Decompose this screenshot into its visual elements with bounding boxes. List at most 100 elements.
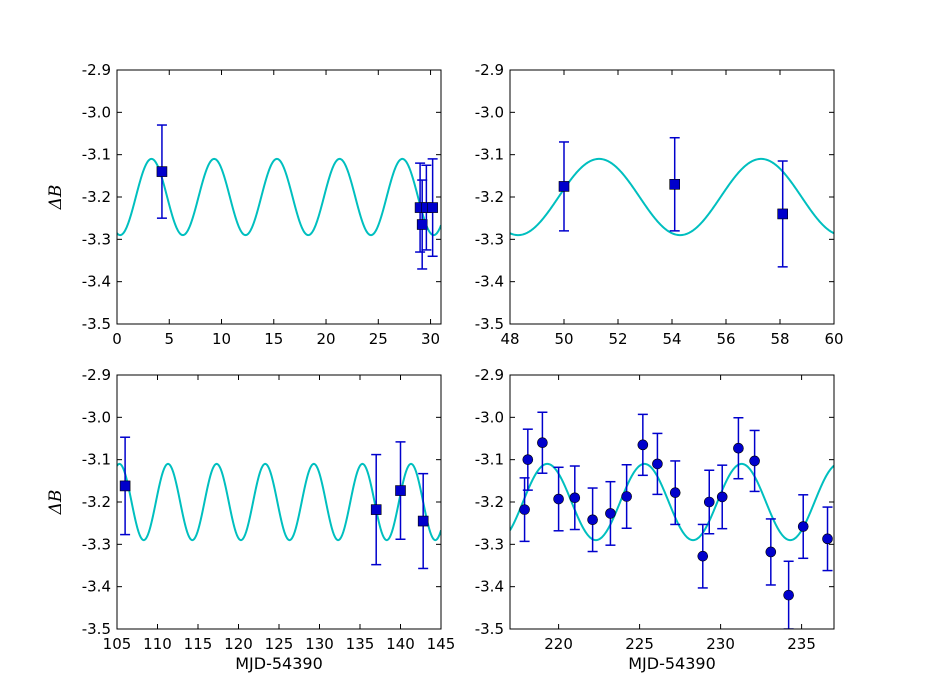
y-tick-label: -3.5 — [475, 620, 504, 638]
y-tick-label: -2.9 — [82, 366, 111, 384]
model-curve — [117, 462, 441, 542]
axes-frame — [116, 69, 442, 325]
panel-xlabel: MJD-54390 — [628, 654, 716, 673]
data-point — [587, 514, 598, 526]
data-point — [703, 496, 715, 508]
data-point — [783, 589, 794, 601]
y-tick-label: -3.2 — [82, 493, 111, 511]
x-tick-label: 145 — [427, 635, 456, 653]
data-point — [733, 442, 744, 454]
x-tick-label: 5 — [164, 330, 174, 348]
x-tick-label: 135 — [346, 635, 375, 653]
data-point — [119, 480, 131, 492]
data-points — [558, 136, 789, 268]
data-point — [652, 458, 663, 470]
x-tick-label: 125 — [265, 635, 294, 653]
y-tick-label: -3.2 — [475, 188, 504, 206]
y-tick-label: -2.9 — [475, 366, 504, 384]
y-tick-label: -3.3 — [82, 535, 111, 553]
x-tick-label: 220 — [544, 635, 573, 653]
y-tick-label: -3.1 — [82, 451, 111, 469]
data-point — [522, 454, 534, 465]
data-point — [156, 166, 168, 177]
x-tick-label: 15 — [264, 330, 283, 348]
x-tick-label: 235 — [787, 635, 816, 653]
x-tick-label: 58 — [770, 330, 789, 348]
x-tick-label: 60 — [824, 330, 843, 348]
data-point — [605, 508, 616, 519]
y-tick-label: -3.4 — [82, 578, 111, 596]
x-tick-label: 230 — [706, 635, 735, 653]
data-points — [119, 436, 429, 570]
data-point — [569, 492, 581, 504]
x-tick-label: 54 — [662, 330, 681, 348]
data-point — [716, 491, 728, 503]
y-tick-label: -3.1 — [82, 146, 111, 164]
panel-ylabel: ΔB — [46, 185, 66, 211]
data-point — [697, 550, 709, 562]
data-point — [558, 181, 570, 192]
y-tick-label: -2.9 — [475, 61, 504, 79]
data-point — [417, 515, 429, 527]
y-tick-label: -3.5 — [82, 620, 111, 638]
y-tick-label: -3.0 — [82, 103, 111, 121]
y-tick-label: -3.4 — [82, 273, 111, 291]
y-tick-label: -3.3 — [475, 230, 504, 248]
data-point — [621, 491, 632, 502]
y-tick-label: -3.0 — [475, 103, 504, 121]
data-point — [765, 546, 777, 558]
data-point — [370, 504, 382, 515]
x-tick-label: 30 — [421, 330, 440, 348]
data-point — [822, 533, 833, 545]
data-point — [519, 504, 530, 515]
y-tick-label: -3.2 — [82, 188, 111, 206]
x-tick-label: 225 — [625, 635, 654, 653]
y-tick-label: -3.1 — [475, 451, 504, 469]
x-tick-label: 120 — [224, 635, 253, 653]
data-point — [777, 208, 789, 220]
x-tick-label: 10 — [212, 330, 231, 348]
x-tick-label: 105 — [103, 635, 132, 653]
y-tick-label: -3.3 — [82, 230, 111, 248]
y-tick-label: -3.2 — [475, 493, 504, 511]
x-tick-label: 110 — [143, 635, 172, 653]
y-tick-label: -3.0 — [475, 408, 504, 426]
data-point — [427, 202, 438, 213]
data-point — [537, 437, 548, 449]
data-point — [749, 455, 760, 467]
panel-top-left: ΔB 0 5 10 15 20 25 30 -3.5 -3.4 -3.3 -3.2 -3.1 -3.0 -… — [46, 61, 442, 348]
data-point — [416, 219, 428, 230]
data-point — [395, 485, 406, 496]
axes-frame — [116, 374, 442, 630]
y-tick-label: -2.9 — [82, 61, 111, 79]
y-tick-label: -3.5 — [82, 315, 111, 333]
data-points — [519, 411, 833, 629]
x-tick-label: 0 — [112, 330, 122, 348]
y-tick-label: -3.5 — [475, 315, 504, 333]
data-point — [797, 521, 809, 532]
panel-ylabel: ΔB — [46, 490, 66, 516]
model-curve — [510, 462, 834, 542]
data-point — [553, 493, 564, 505]
panel-xlabel: MJD-54390 — [235, 654, 323, 673]
x-tick-label: 115 — [184, 635, 213, 653]
x-tick-label: 25 — [369, 330, 388, 348]
y-tick-label: -3.4 — [475, 578, 504, 596]
panel-top-right: 48 50 52 54 56 58 60 -3.5 -3.4 -3.3 -3.2 -3.1 -3.0 -2… — [475, 61, 844, 348]
x-tick-label: 50 — [554, 330, 573, 348]
panel-bottom-left: ΔB MJD-54390 105 110 115 120 125 130 135 140 145… — [46, 366, 455, 673]
data-point — [637, 439, 649, 451]
model-curve — [510, 157, 834, 237]
data-points — [156, 124, 438, 270]
y-tick-label: -3.4 — [475, 273, 504, 291]
y-tick-label: -3.0 — [82, 408, 111, 426]
x-tick-label: 52 — [608, 330, 627, 348]
y-tick-label: -3.3 — [475, 535, 504, 553]
model-curve — [117, 157, 441, 237]
x-tick-label: 56 — [716, 330, 735, 348]
data-point — [669, 179, 681, 190]
y-tick-label: -3.1 — [475, 146, 504, 164]
x-tick-label: 48 — [500, 330, 519, 348]
x-tick-label: 20 — [316, 330, 335, 348]
